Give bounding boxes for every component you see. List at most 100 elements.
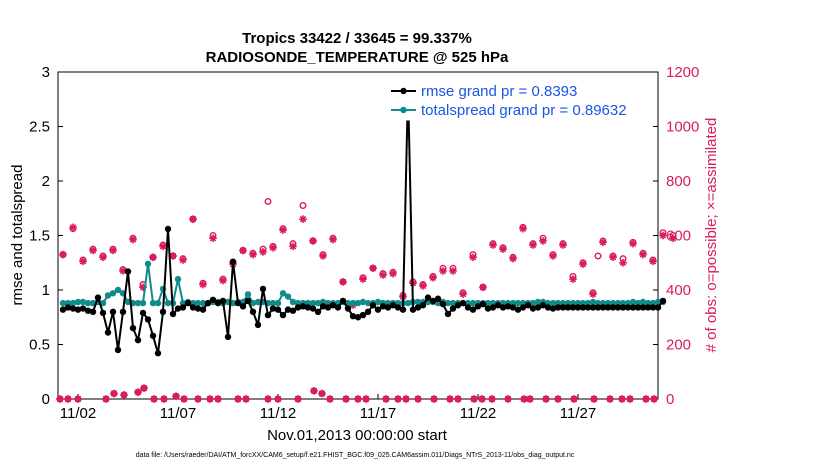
asterisk-stroke — [669, 234, 677, 242]
asterisk-stroke — [289, 243, 297, 250]
rmse-point — [364, 308, 372, 315]
assimilated-obs-marker — [559, 241, 567, 249]
assimilated-obs-marker — [489, 241, 497, 249]
asterisk-stroke — [579, 260, 587, 268]
assimilated-obs-marker — [470, 395, 478, 403]
assimilated-obs-marker — [64, 395, 72, 403]
totalspread-point — [654, 298, 662, 306]
rmse-point — [334, 304, 342, 311]
legend: rmse grand pr = 0.8393 totalspread grand… — [385, 79, 655, 121]
assimilated-obs-marker — [549, 252, 557, 260]
asterisk-stroke — [318, 390, 326, 397]
legend-rmse-marker — [400, 87, 407, 95]
assimilated-obs-marker — [274, 395, 282, 403]
assimilated-obs-marker — [160, 395, 168, 403]
assimilated-obs-marker — [414, 395, 422, 403]
rmse-point — [154, 350, 162, 357]
assimilated-obs-marker — [554, 395, 562, 403]
asterisk-stroke — [110, 390, 118, 397]
totalspread-point — [349, 299, 357, 307]
assimilated-obs-marker — [362, 395, 370, 403]
assimilated-obs-marker — [449, 267, 457, 275]
assimilated-obs-marker — [669, 234, 677, 243]
asterisk-stroke — [326, 395, 334, 403]
rmse-point — [514, 306, 522, 313]
rmse-point — [574, 304, 582, 311]
rmse-point — [519, 304, 527, 311]
assimilated-obs-marker — [214, 395, 222, 403]
right-tick-label: 400 — [666, 282, 691, 299]
assimilated-obs-marker — [150, 395, 158, 403]
rmse-series — [59, 85, 667, 357]
asterisk-stroke — [488, 395, 496, 403]
asterisk-stroke — [242, 395, 250, 403]
rmse-point — [449, 305, 457, 312]
asterisk-stroke — [339, 278, 347, 286]
asterisk-stroke — [279, 226, 287, 234]
assimilated-obs-marker — [318, 389, 326, 398]
asterisk-stroke — [362, 395, 370, 403]
totalspread-point — [314, 299, 322, 307]
assimilated-obs-marker — [659, 231, 667, 240]
asterisk-stroke — [214, 395, 222, 403]
rmse-point — [254, 321, 262, 329]
rmse-point — [309, 305, 317, 312]
totalspread-point — [529, 299, 537, 307]
rmse-point — [614, 304, 622, 311]
asterisk-stroke — [479, 284, 487, 291]
right-tick-label: 1200 — [666, 64, 699, 81]
totalspread-point — [629, 298, 637, 306]
rmse-point — [399, 306, 407, 313]
totalspread-point — [309, 299, 317, 307]
rmse-point — [604, 304, 612, 311]
totalspread-point — [249, 299, 257, 307]
asterisk-stroke — [499, 245, 507, 253]
assimilated-obs-marker — [539, 237, 547, 245]
possible-obs-marker — [299, 202, 307, 210]
rmse-point — [484, 305, 492, 312]
asterisk-stroke — [160, 395, 168, 403]
asterisk-stroke — [294, 395, 302, 403]
rmse-point — [64, 304, 72, 311]
rmse-point — [129, 324, 137, 332]
asterisk-stroke — [89, 247, 97, 254]
rmse-point — [109, 308, 117, 315]
legend-spread-marker — [400, 106, 407, 114]
rmse-point — [609, 304, 617, 311]
assimilated-obs-marker — [446, 395, 454, 403]
rmse-point — [359, 311, 367, 319]
rmse-point — [624, 304, 632, 311]
asterisk-stroke — [69, 224, 77, 231]
possible-obs-marker — [264, 197, 272, 205]
left-tick-label: 1.5 — [29, 228, 50, 245]
data-file-footer: data file: /Users/raeder/DAI/ATM_forcXX/… — [136, 452, 575, 459]
rmse-point — [284, 306, 292, 313]
y-axis-right-label: # of obs: o=possible; ×=assimilated — [703, 118, 720, 353]
asterisk-stroke — [559, 241, 567, 249]
asterisk-stroke — [74, 395, 82, 403]
rmse-point — [174, 305, 182, 312]
assimilated-obs-marker — [479, 283, 487, 292]
rmse-point — [509, 304, 517, 311]
rmse-point — [639, 304, 647, 311]
rmse-point — [649, 304, 657, 311]
asterisk-stroke — [369, 264, 377, 272]
asterisk-stroke — [569, 275, 577, 283]
totalspread-point — [164, 299, 172, 307]
asterisk-stroke — [274, 395, 282, 403]
assimilated-obs-marker — [209, 234, 217, 243]
rmse-point — [249, 308, 257, 315]
rmse-point — [99, 309, 107, 317]
asterisk-stroke — [459, 290, 467, 298]
rmse-point — [74, 306, 82, 313]
asterisk-stroke — [172, 393, 180, 400]
asterisk-stroke — [449, 267, 457, 275]
totalspread-point — [254, 298, 262, 306]
assimilated-obs-marker — [590, 395, 598, 403]
asterisk-stroke — [299, 215, 307, 223]
totalspread-point — [414, 298, 422, 306]
assimilated-obs-marker — [294, 395, 302, 403]
assimilated-obs-marker — [519, 224, 527, 233]
rmse-point — [319, 303, 327, 310]
assimilated-obs-marker — [180, 395, 188, 403]
